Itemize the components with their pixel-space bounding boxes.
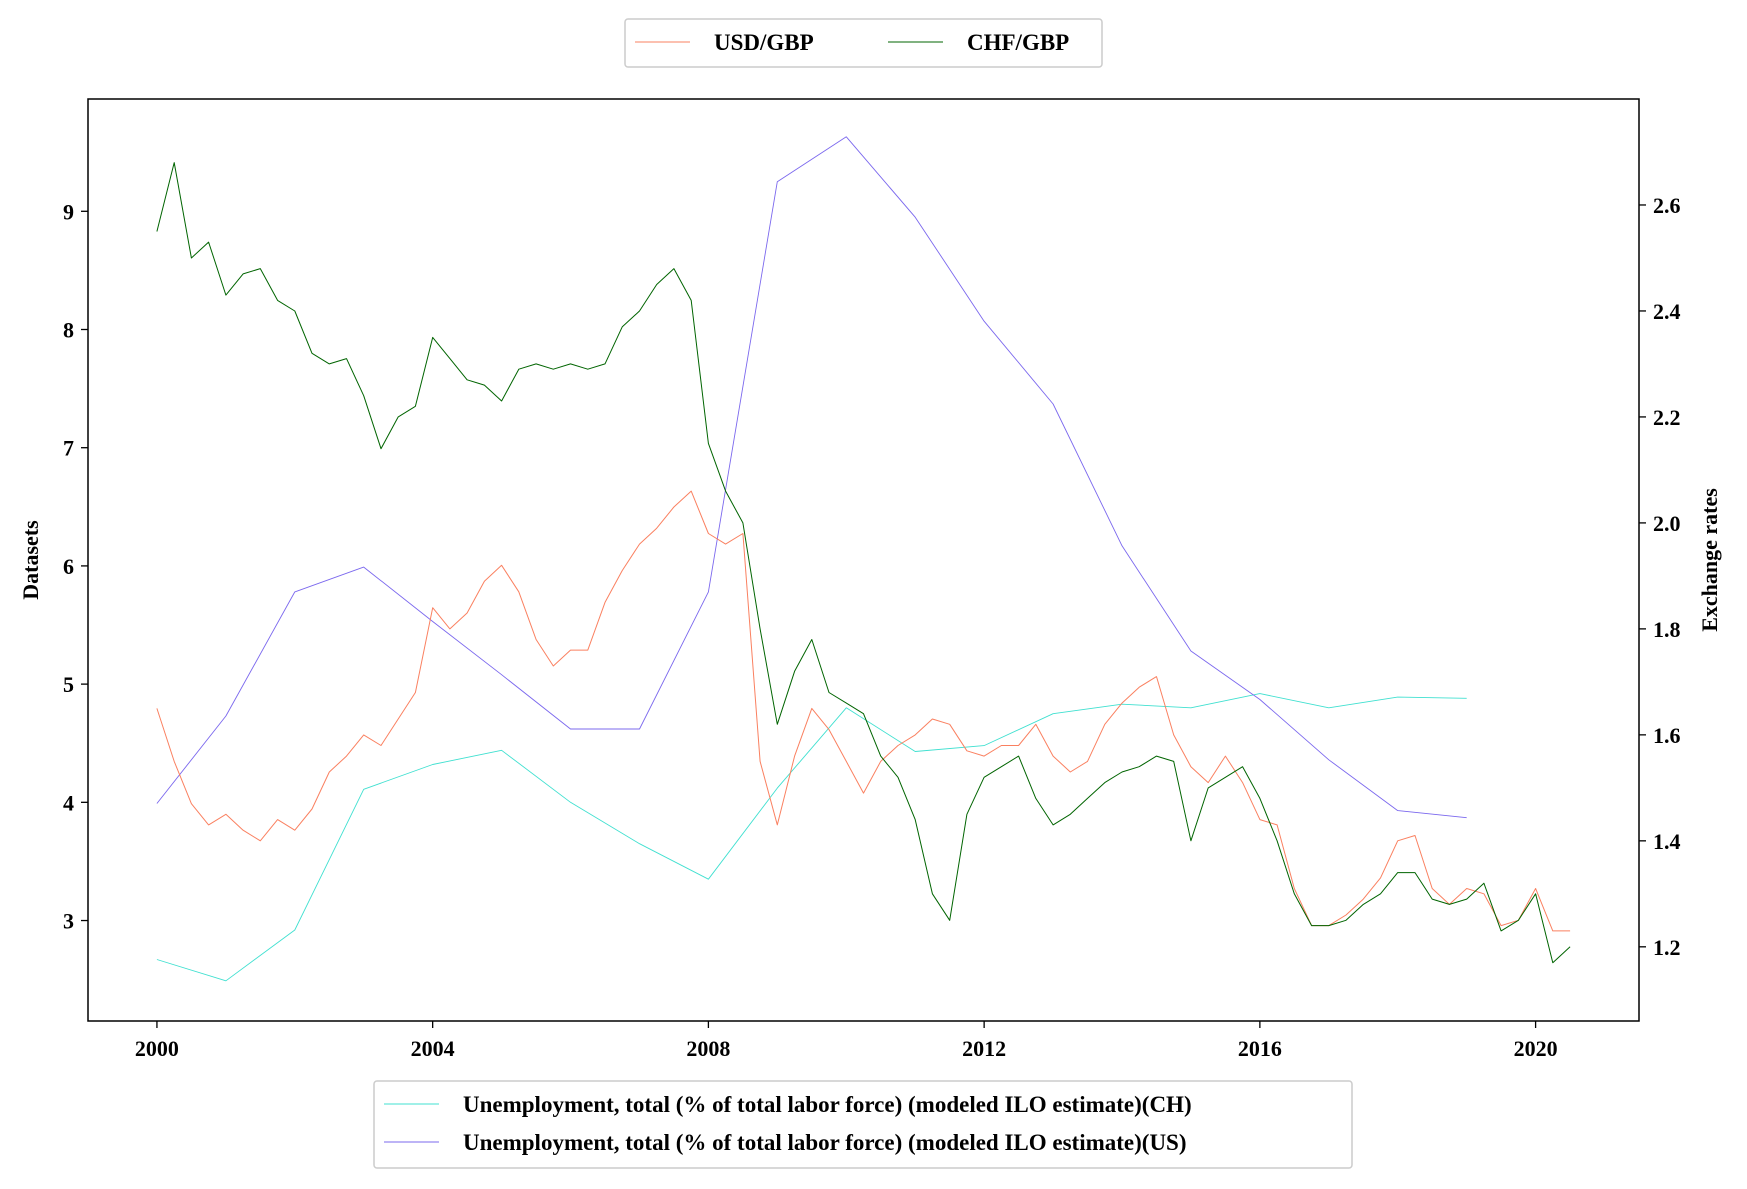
left-tick-label: 4 (63, 790, 74, 815)
left-tick-label: 9 (63, 199, 74, 224)
right-axis-label: Exchange rates (1697, 488, 1722, 632)
legend-bottom: Unemployment, total (% of total labor fo… (373, 1080, 1353, 1169)
x-tick-label: 2000 (135, 1036, 179, 1061)
left-tick-label: 7 (63, 436, 74, 461)
plot-frame (87, 98, 1640, 1022)
legend-label-usd-gbp: USD/GBP (714, 30, 814, 55)
left-tick-label: 5 (63, 672, 74, 697)
legend-label-unemployment-us: Unemployment, total (% of total labor fo… (463, 1130, 1187, 1155)
legend-top: USD/GBP CHF/GBP (624, 18, 1103, 68)
x-tick-label: 2020 (1514, 1036, 1558, 1061)
left-axis-label: Datasets (18, 520, 43, 600)
right-tick-label: 2.2 (1653, 405, 1681, 430)
series-layer (156, 136, 1571, 982)
legend-top-box (624, 18, 1103, 68)
left-tick-label: 6 (63, 554, 74, 579)
series-line-usd-gbp (156, 490, 1571, 932)
x-tick-label: 2012 (962, 1036, 1006, 1061)
right-tick-label: 1.4 (1653, 829, 1681, 854)
right-tick-label: 1.2 (1653, 935, 1681, 960)
series-line-unemployment-total-of-total-labor-force-modeled-ilo-estimate-ch (156, 693, 1467, 982)
left-y-axis: 3 4 5 6 7 8 9 (63, 199, 88, 934)
right-tick-label: 2.4 (1653, 299, 1681, 324)
right-tick-label: 2.6 (1653, 193, 1681, 218)
series-line-chf-gbp (156, 162, 1571, 964)
legend-bottom-box (373, 1080, 1353, 1169)
legend-label-unemployment-ch: Unemployment, total (% of total labor fo… (463, 1092, 1192, 1117)
right-tick-label: 1.8 (1653, 617, 1681, 642)
x-axis: 2000 2004 2008 2012 2016 2020 (135, 1021, 1558, 1061)
right-y-axis: 1.2 1.4 1.6 1.8 2.0 2.2 2.4 2.6 (1639, 193, 1681, 960)
legend-label-chf-gbp: CHF/GBP (967, 30, 1069, 55)
left-tick-label: 3 (63, 909, 74, 934)
x-tick-label: 2008 (686, 1036, 730, 1061)
series-line-unemployment-total-of-total-labor-force-modeled-ilo-estimate-us (156, 136, 1467, 819)
right-tick-label: 2.0 (1653, 511, 1681, 536)
left-tick-label: 8 (63, 318, 74, 343)
right-tick-label: 1.6 (1653, 723, 1681, 748)
x-tick-label: 2004 (411, 1036, 455, 1061)
x-tick-label: 2016 (1238, 1036, 1282, 1061)
